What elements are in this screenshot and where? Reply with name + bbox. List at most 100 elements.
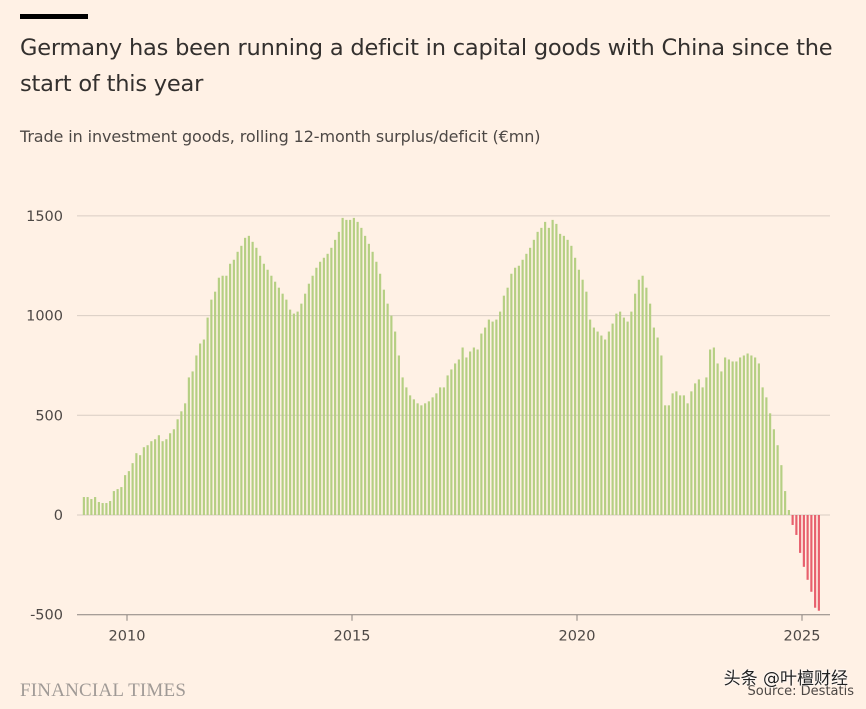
bar-surplus: [202, 339, 205, 515]
bar-surplus: [514, 267, 517, 515]
x-tick-label: 2015: [334, 629, 371, 645]
bar-surplus: [161, 441, 164, 515]
ft-logo: FINANCIAL TIMES: [20, 680, 187, 701]
bar-surplus: [469, 351, 472, 515]
bar-surplus: [172, 429, 175, 515]
bar-surplus: [195, 355, 198, 515]
bar-surplus: [772, 429, 775, 515]
chart-subtitle: Trade in investment goods, rolling 12-mo…: [20, 127, 541, 146]
bar-surplus: [341, 217, 344, 515]
y-tick-label: -500: [30, 608, 63, 624]
bar-surplus: [431, 397, 434, 515]
bar-surplus: [281, 293, 284, 515]
bar-surplus: [641, 275, 644, 515]
bar-surplus: [251, 241, 254, 515]
bar-surplus: [165, 439, 168, 515]
bar-surplus: [615, 313, 618, 515]
bar-surplus: [690, 391, 693, 515]
bar-surplus: [285, 299, 288, 515]
bar-deficit: [802, 515, 805, 567]
bar-surplus: [262, 263, 265, 515]
bar-surplus: [157, 435, 160, 515]
bar-surplus: [787, 510, 790, 515]
bar-surplus: [626, 321, 629, 515]
bar-surplus: [574, 257, 577, 515]
bar-deficit: [810, 515, 813, 592]
bar-surplus: [746, 353, 749, 515]
y-tick-label: 500: [35, 408, 63, 424]
bar-surplus: [476, 349, 479, 515]
bar-surplus: [517, 265, 520, 515]
bar-surplus: [532, 239, 535, 515]
bar-deficit: [814, 515, 817, 608]
bar-surplus: [292, 313, 295, 515]
bar-surplus: [645, 287, 648, 515]
bar-surplus: [776, 445, 779, 515]
bar-surplus: [112, 491, 115, 515]
bar-surplus: [150, 441, 153, 515]
bar-surplus: [566, 239, 569, 515]
bar-deficit: [817, 515, 820, 611]
bar-surplus: [664, 405, 667, 515]
bar-surplus: [611, 323, 614, 515]
bar-surplus: [679, 395, 682, 515]
bar-surplus: [581, 279, 584, 515]
bar-surplus: [154, 439, 157, 515]
bar-surplus: [442, 387, 445, 515]
bar-surplus: [589, 319, 592, 515]
bar-surplus: [345, 219, 348, 515]
bar-surplus: [270, 275, 273, 515]
bar-surplus: [405, 387, 408, 515]
bar-surplus: [544, 221, 547, 515]
bar-surplus: [86, 497, 89, 515]
bar-surplus: [454, 363, 457, 515]
bars: [82, 217, 820, 611]
bar-surplus: [484, 327, 487, 515]
bar-surplus: [562, 235, 565, 515]
bar-surplus: [247, 235, 250, 515]
bar-surplus: [184, 403, 187, 515]
bar-surplus: [135, 453, 138, 515]
bar-surplus: [90, 499, 93, 515]
bar-surplus: [330, 247, 333, 516]
bar-surplus: [712, 347, 715, 515]
bar-surplus: [450, 369, 453, 515]
bar-surplus: [720, 371, 723, 515]
bar-surplus: [600, 335, 603, 515]
ft-accent-bar: [20, 14, 88, 19]
bar-surplus: [634, 293, 637, 515]
bar-surplus: [697, 379, 700, 515]
bar-surplus: [142, 447, 145, 515]
bar-surplus: [502, 295, 505, 515]
bar-surplus: [420, 405, 423, 515]
bar-surplus: [326, 253, 329, 516]
bar-surplus: [225, 275, 228, 515]
bar-deficit: [799, 515, 802, 553]
bar-surplus: [694, 383, 697, 515]
bar-surplus: [506, 287, 509, 515]
x-tick-label: 2020: [559, 629, 596, 645]
bar-surplus: [240, 245, 243, 515]
bar-surplus: [735, 361, 738, 515]
bar-surplus: [457, 359, 460, 515]
source-note: Source: Destatis: [747, 684, 855, 699]
bar-surplus: [124, 475, 127, 515]
bar-surplus: [360, 227, 363, 516]
x-tick-label: 2010: [109, 629, 146, 645]
bar-surplus: [146, 445, 149, 515]
bar-surplus: [277, 287, 280, 515]
bar-surplus: [296, 311, 299, 515]
y-tick-label: 1000: [26, 309, 63, 325]
bar-surplus: [547, 227, 550, 516]
bar-surplus: [169, 433, 172, 515]
bar-surplus: [667, 405, 670, 515]
bar-surplus: [551, 219, 554, 515]
bar-surplus: [187, 377, 190, 515]
bar-surplus: [525, 253, 528, 516]
bar-surplus: [671, 393, 674, 515]
bar-surplus: [210, 299, 213, 515]
bar-surplus: [322, 257, 325, 515]
bar-surplus: [465, 357, 468, 515]
bar-surplus: [390, 315, 393, 515]
